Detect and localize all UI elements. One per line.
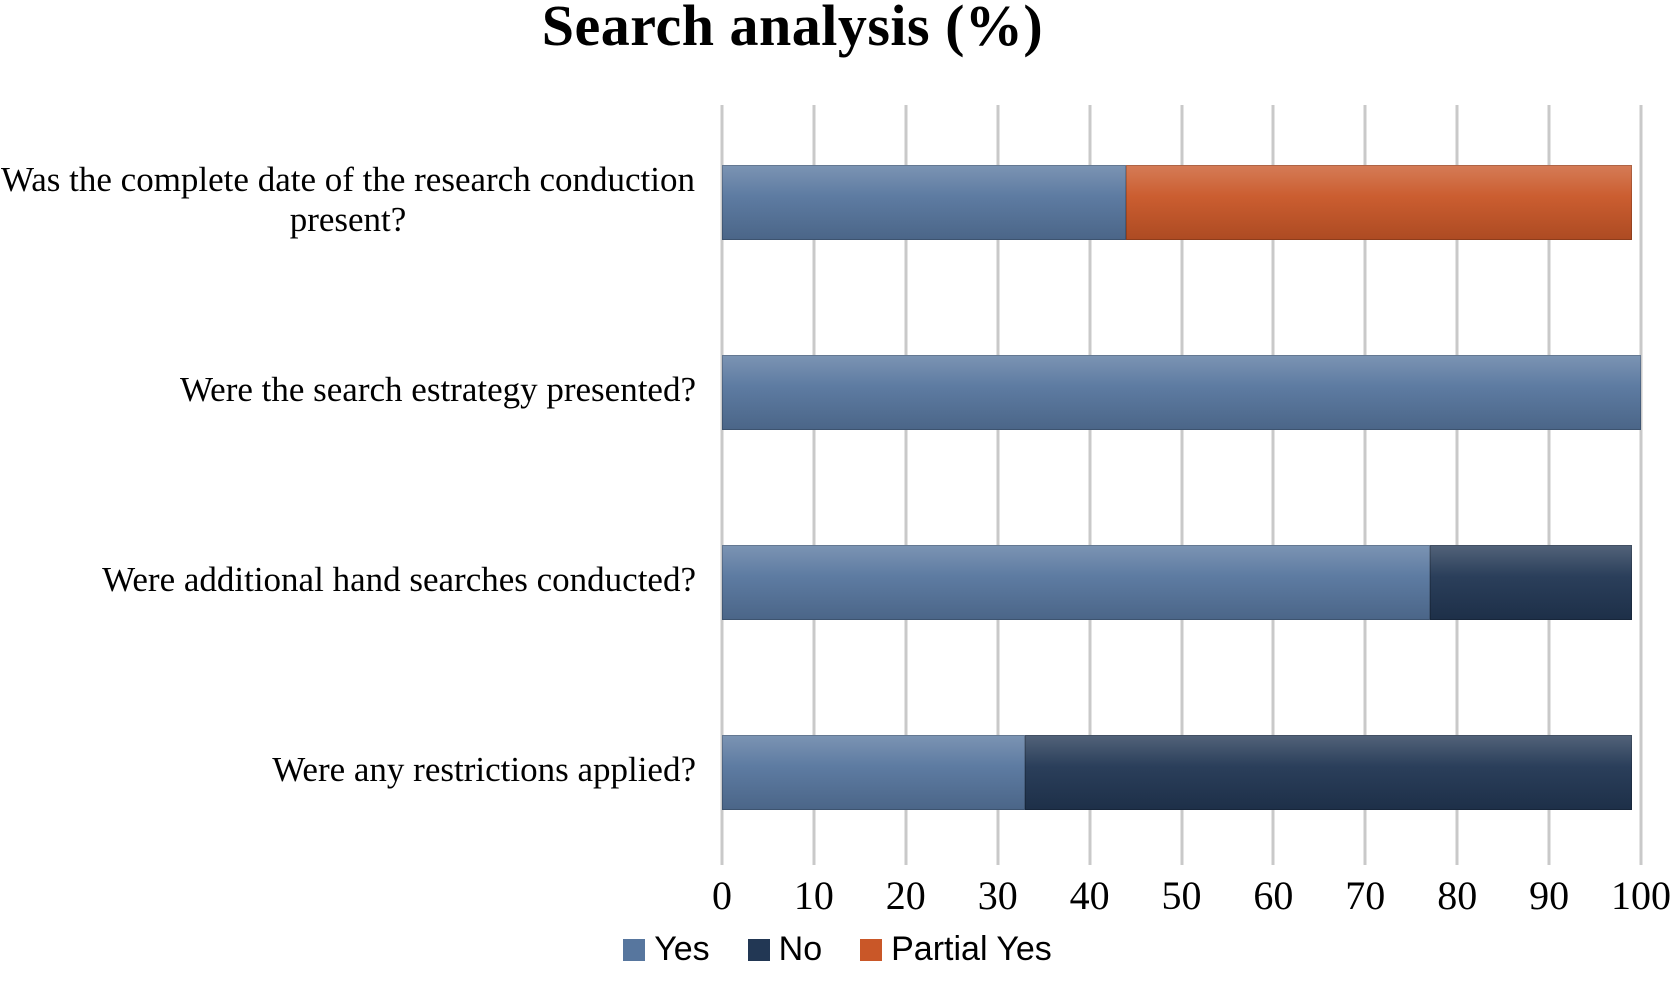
x-tick-label: 30 xyxy=(977,873,1018,918)
bar-row xyxy=(722,675,1641,865)
x-tick-label: 10 xyxy=(793,873,834,918)
gridline xyxy=(1455,105,1459,865)
legend-marker-partial-yes xyxy=(860,938,883,961)
legend-label: No xyxy=(778,930,823,968)
legend: Yes No Partial Yes xyxy=(0,930,1675,969)
bar-segment-partial-yes xyxy=(1126,165,1632,240)
category-labels: Was the complete date of the research co… xyxy=(0,105,696,865)
category-label: Were the search estrategy presented? xyxy=(179,370,696,410)
gridline xyxy=(1547,105,1551,865)
gridline xyxy=(720,105,724,865)
x-axis: 0 10 20 30 40 50 60 70 80 90 100 xyxy=(712,872,1671,922)
gridline xyxy=(996,105,1000,865)
bar-segment-yes xyxy=(722,735,1026,810)
gridline xyxy=(1088,105,1092,865)
bar-row xyxy=(722,105,1641,295)
gridline xyxy=(1180,105,1183,865)
x-tick-label: 60 xyxy=(1253,873,1294,918)
bar-rows xyxy=(722,105,1641,865)
bar-segment-no xyxy=(1429,545,1632,620)
gridline xyxy=(1271,105,1275,865)
legend-item-no: No xyxy=(747,930,823,969)
x-tick-label: 90 xyxy=(1529,873,1570,918)
stacked-bar xyxy=(722,735,1641,810)
x-tick-label: 0 xyxy=(712,873,732,918)
bar-segment-yes xyxy=(722,165,1127,240)
bar-row xyxy=(722,295,1641,485)
bar-segment-no xyxy=(1025,735,1632,810)
category-label: Were any restrictions applied? xyxy=(272,750,696,790)
stacked-bar xyxy=(722,355,1641,430)
x-tick-label: 70 xyxy=(1345,873,1386,918)
x-tick-label: 20 xyxy=(885,873,926,918)
gridline xyxy=(1639,105,1643,865)
legend-label: Yes xyxy=(654,930,710,968)
x-tick-label: 50 xyxy=(1161,873,1202,918)
legend-marker-yes xyxy=(623,938,646,961)
category-label: Were additional hand searches conducted? xyxy=(102,560,696,600)
gridline xyxy=(904,105,908,865)
x-tick-label: 80 xyxy=(1437,873,1478,918)
legend-item-partial-yes: Partial Yes xyxy=(860,930,1052,969)
gridline xyxy=(1363,105,1367,865)
bar-segment-yes xyxy=(722,355,1641,430)
plot-area xyxy=(720,105,1643,865)
chart-title: Search analysis (%) xyxy=(541,0,1044,58)
category-label: Was the complete date of the research co… xyxy=(1,160,695,239)
legend-marker-no xyxy=(747,938,770,961)
x-tick-label: 40 xyxy=(1069,873,1110,918)
bar-row xyxy=(722,485,1641,675)
legend-item-yes: Yes xyxy=(623,930,710,969)
legend-label: Partial Yes xyxy=(891,930,1052,968)
x-tick-label: 100 xyxy=(1611,873,1671,918)
bar-segment-yes xyxy=(722,545,1430,620)
gridlines xyxy=(720,105,1643,865)
gridline xyxy=(812,105,816,865)
stacked-bar xyxy=(722,545,1641,620)
stacked-bar xyxy=(722,165,1641,240)
